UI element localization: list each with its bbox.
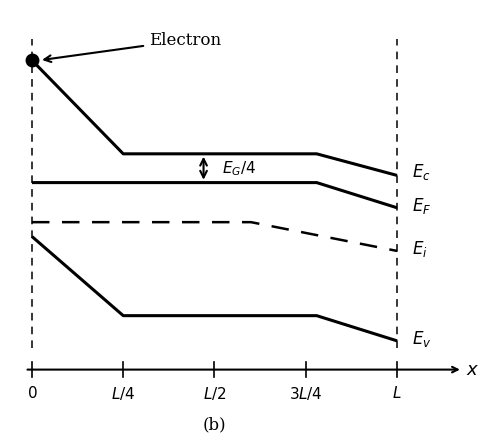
Text: $E_i$: $E_i$ [411,239,426,259]
Text: $0$: $0$ [27,385,37,401]
Text: (b): (b) [202,416,226,433]
Text: $x$: $x$ [465,361,478,378]
Text: $L/2$: $L/2$ [202,385,225,403]
Text: $L/4$: $L/4$ [111,385,135,403]
Text: $L$: $L$ [391,385,401,401]
Text: $E_c$: $E_c$ [411,162,429,182]
Text: $E_G/4$: $E_G/4$ [221,159,256,178]
Text: $E_v$: $E_v$ [411,329,430,348]
Text: $E_F$: $E_F$ [411,196,430,216]
Text: Electron: Electron [44,32,220,62]
Text: $3L/4$: $3L/4$ [288,385,322,403]
